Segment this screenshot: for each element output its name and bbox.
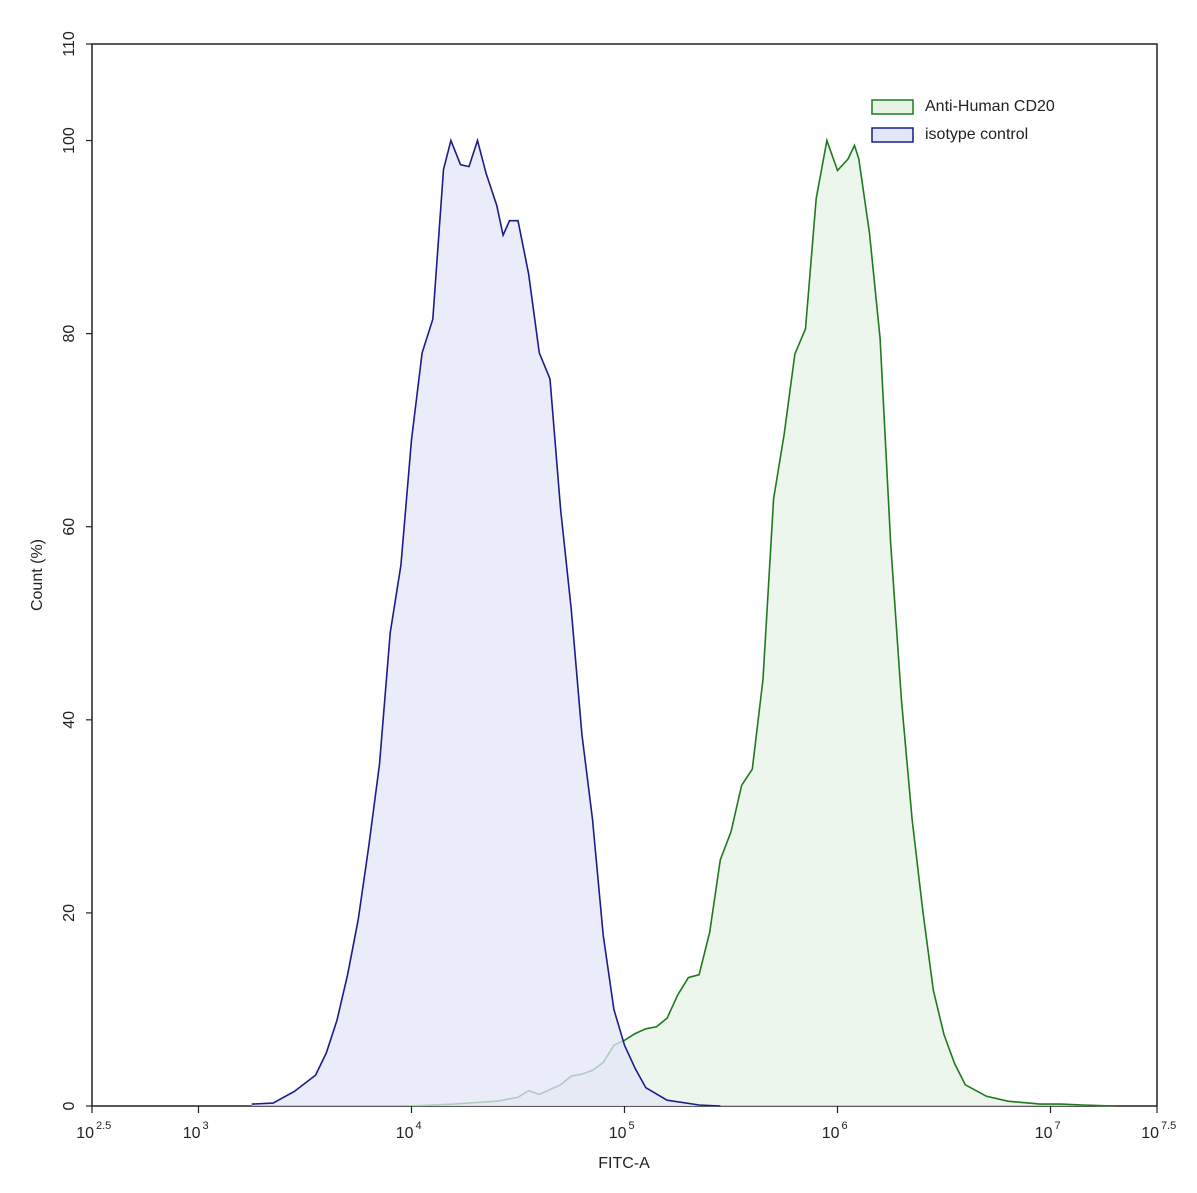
legend-swatch [871,127,914,143]
plot-frame [91,43,1158,1107]
y-tick-label: 100 [61,127,78,154]
legend-label: Anti-Human CD20 [925,98,1055,115]
x-tick-label: 10 [1141,1125,1159,1142]
legend-label: isotype control [925,126,1028,143]
x-tick-exponent: 4 [415,1120,421,1132]
x-tick-exponent: 7.5 [1161,1120,1176,1132]
x-tick-exponent: 7 [1054,1120,1060,1132]
x-tick-label: 10 [1035,1125,1053,1142]
y-tick-label: 0 [61,1101,78,1110]
x-axis-label: FITC-A [598,1155,650,1172]
x-tick-label: 10 [822,1125,840,1142]
area [251,140,721,1106]
area [411,140,1115,1106]
x-tick-label: 10 [609,1125,627,1142]
legend-swatch [871,99,914,115]
x-tick-exponent: 6 [841,1120,847,1132]
x-tick-exponent: 2.5 [96,1120,111,1132]
x-tick-label: 10 [76,1125,94,1142]
x-tick-exponent: 5 [628,1120,634,1132]
y-tick-label: 80 [61,325,78,343]
y-tick-label: 110 [61,31,78,57]
y-tick-label: 20 [61,904,78,922]
y-tick-label: 40 [61,711,78,729]
x-tick-exponent: 3 [202,1120,208,1132]
y-axis-label: Count (%) [29,539,46,611]
x-tick-label: 10 [183,1125,201,1142]
line [251,137,721,1107]
x-tick-label: 10 [396,1125,414,1142]
y-tick-label: 60 [61,518,78,536]
